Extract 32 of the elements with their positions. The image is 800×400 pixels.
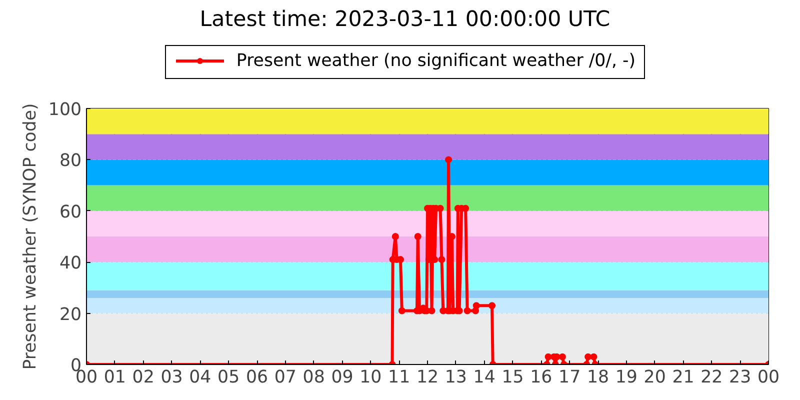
x-tick-label: 22 (700, 368, 723, 388)
y-tick-label: 40 (59, 254, 82, 274)
x-tick-label: 14 (473, 368, 496, 388)
x-tick-label: 18 (586, 368, 610, 388)
x-tick-label: 19 (615, 368, 638, 388)
x-tick-label: 07 (274, 368, 296, 388)
x-tick-label: 20 (644, 368, 666, 388)
x-tick-label: 12 (416, 368, 439, 388)
y-axis-title: Present weather (SYNOP code) (20, 103, 40, 370)
chart-title: Latest time: 2023-03-11 00:00:00 UTC (198, 6, 612, 34)
y-tick-label: 80 (59, 151, 82, 172)
legend-label: Present weather (no significant weather /0/, -) (236, 50, 636, 73)
x-tick-label: 13 (444, 368, 467, 388)
x-tick-label: 09 (331, 368, 354, 388)
x-tick-label: 21 (672, 368, 694, 388)
y-tick-label: 100 (48, 100, 82, 120)
x-tick-label: 16 (530, 368, 552, 388)
x-tick-label: 23 (729, 368, 752, 388)
x-tick-label: 05 (218, 368, 240, 388)
y-tick-label: 60 (59, 202, 82, 223)
x-tick-label: 03 (160, 368, 183, 388)
x-tick-label: 11 (388, 368, 410, 388)
y-tick-label: 20 (59, 304, 82, 325)
x-tick-label: 08 (302, 368, 325, 388)
x-tick-label: 17 (558, 368, 581, 388)
x-tick-label: 02 (132, 368, 154, 388)
x-tick-label: 06 (246, 368, 268, 388)
x-tick-label: 01 (104, 368, 126, 388)
x-tick-label: 00 (757, 368, 780, 388)
x-tick-label: 10 (360, 368, 382, 388)
x-tick-label: 04 (189, 368, 212, 388)
x-tick-label: 15 (502, 368, 524, 388)
